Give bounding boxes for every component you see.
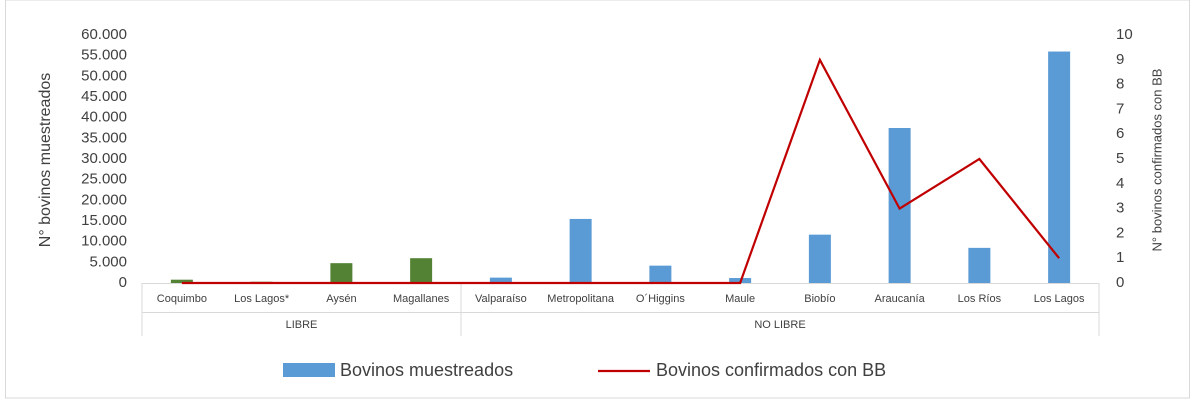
y2-tick-label: 2: [1116, 224, 1124, 241]
y-axis-title: N° bovinos muestreados: [37, 73, 54, 247]
y2-tick-label: 8: [1116, 76, 1124, 93]
y2-tick-label: 4: [1116, 175, 1124, 192]
x-tick-label: Los Lagos: [1034, 293, 1085, 305]
y2-tick-label: 1: [1116, 249, 1124, 266]
y2-axis-title: N° bovinos confirmados con BB: [1149, 69, 1164, 252]
legend-label: Bovinos confirmados con BB: [656, 360, 886, 380]
y2-tick-label: 3: [1116, 200, 1124, 217]
x-tick-label: Aysén: [326, 293, 356, 305]
bar: [968, 247, 991, 283]
y2-tick-label: 5: [1116, 150, 1124, 167]
y-tick-label: 50.000: [81, 67, 127, 84]
y-tick-label: 5.000: [89, 253, 127, 270]
x-tick-label: Metropolitana: [547, 293, 615, 305]
x-tick-label: Valparaíso: [475, 293, 527, 305]
bar: [330, 263, 353, 283]
line: [181, 57, 1060, 285]
x-tick-label: Los Ríos: [958, 293, 1002, 305]
bar: [569, 218, 592, 283]
y-tick-label: 0: [119, 274, 127, 291]
legend-label: Bovinos muestreados: [340, 360, 513, 380]
bar: [170, 279, 193, 283]
y-tick-label: 35.000: [81, 129, 127, 146]
x-tick-label: Maule: [725, 293, 755, 305]
y-tick-label: 20.000: [81, 191, 127, 208]
y-tick-label: 45.000: [81, 88, 127, 105]
x-tick-label: Araucanía: [875, 293, 926, 305]
y-tick-label: 15.000: [81, 212, 127, 229]
x-tick-label: Magallanes: [393, 293, 450, 305]
bar: [410, 258, 433, 283]
bar: [888, 128, 911, 283]
bar: [649, 265, 672, 283]
x-tick-label: Los Lagos*: [234, 293, 290, 305]
y-tick-label: 40.000: [81, 109, 127, 126]
y-tick-label: 55.000: [81, 47, 127, 64]
bar: [489, 277, 512, 283]
y2-tick-label: 10: [1116, 26, 1133, 43]
y-tick-label: 30.000: [81, 150, 127, 167]
bar: [808, 234, 831, 283]
y2-tick-label: 9: [1116, 51, 1124, 68]
y-tick-label: 25.000: [81, 171, 127, 188]
legend-swatch: [283, 363, 335, 377]
y2-tick-label: 0: [1116, 274, 1124, 291]
group-label: LIBRE: [286, 319, 318, 331]
group-label: NO LIBRE: [754, 319, 805, 331]
y-tick-label: 60.000: [81, 26, 127, 43]
x-tick-label: O´Higgins: [636, 293, 685, 305]
y2-tick-label: 6: [1116, 125, 1124, 142]
y2-tick-label: 7: [1116, 100, 1124, 117]
bar: [1048, 51, 1071, 284]
y-tick-label: 10.000: [81, 233, 127, 250]
x-tick-label: Biobío: [804, 293, 835, 305]
x-tick-label: Coquimbo: [157, 293, 207, 305]
